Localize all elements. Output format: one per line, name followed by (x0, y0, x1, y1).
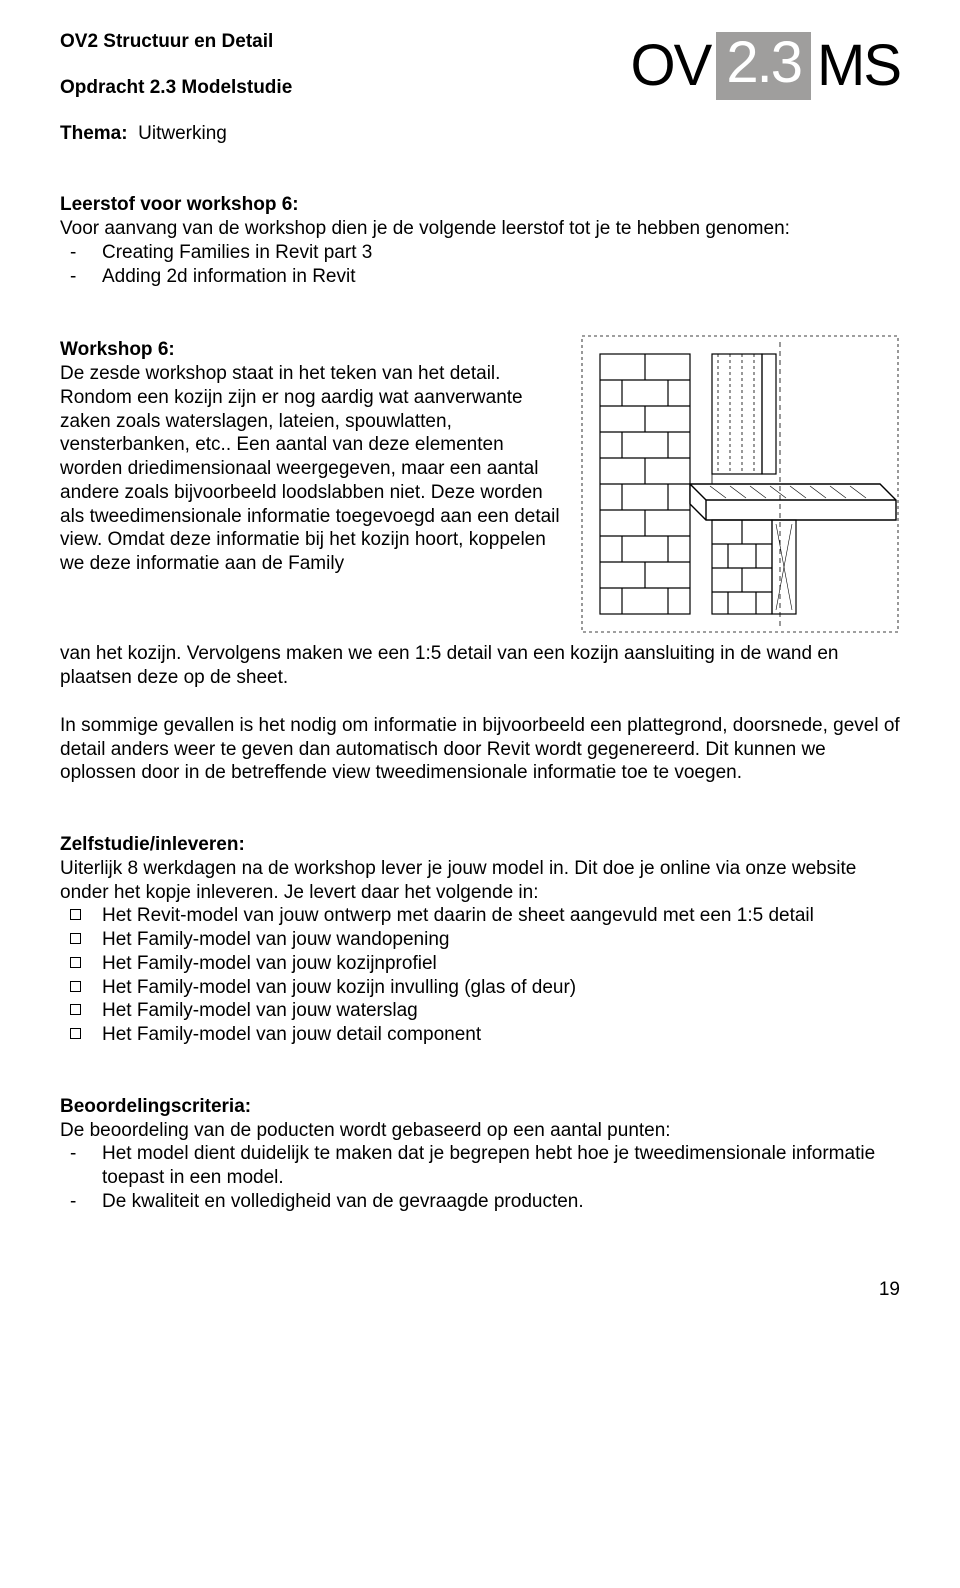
leerstof-block: Leerstof voor workshop 6: Voor aanvang v… (60, 193, 900, 288)
list-item: Het Family-model van jouw waterslag (102, 999, 900, 1023)
list-item: Het Family-model van jouw detail compone… (102, 1023, 900, 1047)
list-item: Het Family-model van jouw kozijnprofiel (102, 952, 900, 976)
detail-diagram (580, 334, 900, 634)
workshop-tail: van het kozijn. Vervolgens maken we een … (60, 642, 900, 690)
thema-label: Thema: (60, 123, 128, 144)
workshop-col-text: De zesde workshop staat in het teken van… (60, 363, 560, 574)
beoordeling-head: Beoordelingscriteria: (60, 1095, 900, 1119)
workshop-row: Workshop 6: De zesde workshop staat in h… (60, 334, 900, 634)
beoordeling-list: Het model dient duidelijk te maken dat j… (60, 1142, 900, 1213)
header-row: OV2 Structuur en Detail Opdracht 2.3 Mod… (60, 30, 900, 122)
header-left: OV2 Structuur en Detail Opdracht 2.3 Mod… (60, 30, 631, 122)
leerstof-list: Creating Families in Revit part 3 Adding… (60, 241, 900, 289)
logo-number-box: 2.3 (716, 32, 811, 100)
list-item: Het Family-model van jouw kozijn invulli… (102, 976, 900, 1000)
thema-value: Uitwerking (138, 123, 227, 144)
leerstof-intro: Voor aanvang van de workshop dien je de … (60, 217, 900, 241)
workshop-head: Workshop 6: (60, 338, 564, 362)
list-item: Het Family-model van jouw wandopening (102, 928, 900, 952)
page-number: 19 (60, 1278, 900, 1302)
doc-title: OV2 Structuur en Detail (60, 30, 631, 54)
leerstof-head: Leerstof voor workshop 6: (60, 193, 900, 217)
zelfstudie-list: Het Revit-model van jouw ontwerp met daa… (60, 904, 900, 1047)
beoordeling-block: Beoordelingscriteria: De beoordeling van… (60, 1095, 900, 1214)
logo-ms-text: MS (817, 30, 900, 103)
list-item: Creating Families in Revit part 3 (102, 241, 900, 265)
workshop-text-col: Workshop 6: De zesde workshop staat in h… (60, 334, 564, 576)
logo-ov-text: OV (631, 30, 711, 103)
thema-line: Thema: Uitwerking (60, 122, 900, 146)
opdracht-title: Opdracht 2.3 Modelstudie (60, 76, 631, 100)
list-item: Adding 2d information in Revit (102, 265, 900, 289)
workshop-p2: In sommige gevallen is het nodig om info… (60, 714, 900, 785)
zelfstudie-intro: Uiterlijk 8 werkdagen na de workshop lev… (60, 857, 900, 905)
beoordeling-intro: De beoordeling van de poducten wordt geb… (60, 1119, 900, 1143)
sill-section-icon (580, 334, 900, 634)
list-item: De kwaliteit en volledigheid van de gevr… (102, 1190, 900, 1214)
course-code-badge: OV 2.3 MS (631, 30, 900, 103)
list-item: Het Revit-model van jouw ontwerp met daa… (102, 904, 900, 928)
list-item: Het model dient duidelijk te maken dat j… (102, 1142, 900, 1190)
zelfstudie-head: Zelfstudie/inleveren: (60, 833, 900, 857)
zelfstudie-block: Zelfstudie/inleveren: Uiterlijk 8 werkda… (60, 833, 900, 1047)
